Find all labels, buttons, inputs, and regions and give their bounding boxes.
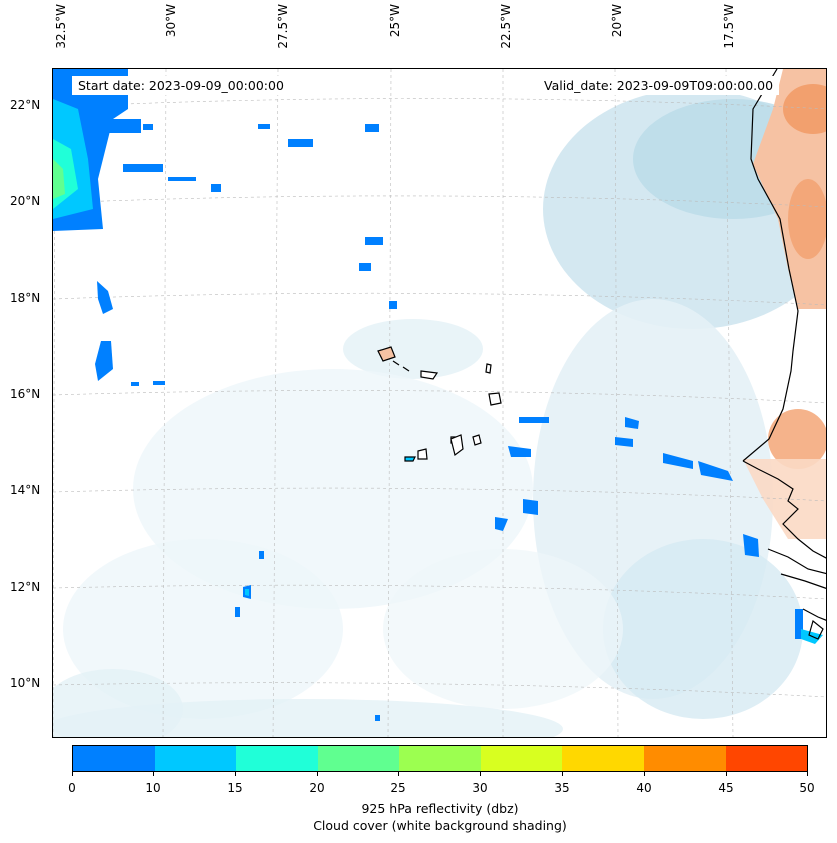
colorbar-sublabel: Cloud cover (white background shading)	[313, 818, 567, 833]
lat-label-10n: 10°N	[10, 676, 41, 690]
colorbar-tickmark	[644, 772, 645, 776]
colorbar-segment	[154, 746, 237, 771]
colorbar-tickmark	[72, 772, 73, 776]
lon-label-32-5w: 32.5°W	[54, 4, 68, 49]
colorbar-segment	[73, 746, 155, 771]
lon-label-22-5w: 22.5°W	[499, 4, 513, 49]
colorbar-tick-45: 45	[718, 781, 734, 795]
colorbar-segment	[562, 746, 644, 771]
colorbar-tick-50: 50	[799, 781, 815, 795]
lat-label-20n: 20°N	[10, 194, 41, 208]
colorbar-tick-40: 40	[636, 781, 652, 795]
lon-label-30w: 30°W	[164, 4, 178, 38]
colorbar-tickmark	[726, 772, 727, 776]
colorbar-tickmark	[807, 772, 808, 776]
colorbar-tick-15: 15	[227, 781, 243, 795]
map-canvas	[53, 69, 826, 737]
colorbar-segment	[236, 746, 318, 771]
lon-label-25w: 25°W	[388, 4, 402, 38]
colorbar-tickmark	[153, 772, 154, 776]
colorbar	[72, 745, 808, 772]
colorbar-tick-20: 20	[309, 781, 325, 795]
lat-label-16n: 16°N	[10, 387, 41, 401]
colorbar-label: 925 hPa reflectivity (dbz)	[361, 801, 519, 816]
coastline-layer	[377, 69, 826, 640]
start-date-label: Start date: 2023-09-09_00:00:00	[72, 76, 290, 95]
map-panel	[52, 68, 827, 738]
lon-label-20w: 20°W	[610, 4, 624, 38]
reflectivity-layer	[53, 69, 823, 721]
lat-label-12n: 12°N	[10, 580, 41, 594]
colorbar-tick-35: 35	[554, 781, 570, 795]
lon-label-17-5w: 17.5°W	[722, 4, 736, 49]
colorbar-tick-0: 0	[68, 781, 76, 795]
colorbar-tickmark	[317, 772, 318, 776]
colorbar-tickmark	[398, 772, 399, 776]
colorbar-segment	[317, 746, 400, 771]
lat-label-18n: 18°N	[10, 291, 41, 305]
colorbar-tick-10: 10	[145, 781, 161, 795]
colorbar-tick-25: 25	[390, 781, 406, 795]
colorbar-tickmark	[562, 772, 563, 776]
colorbar-segment	[480, 746, 563, 771]
lon-label-27-5w: 27.5°W	[276, 4, 290, 49]
lat-label-14n: 14°N	[10, 483, 41, 497]
colorbar-tickmark	[235, 772, 236, 776]
colorbar-tickmark	[480, 772, 481, 776]
valid-date-label: Valid_date: 2023-09-09T09:00:00.00	[538, 76, 780, 95]
colorbar-segment	[643, 746, 726, 771]
colorbar-tick-30: 30	[472, 781, 488, 795]
gridlines	[53, 69, 826, 737]
land-shading-layer	[743, 69, 826, 539]
colorbar-segment	[725, 746, 808, 771]
colorbar-segment	[399, 746, 481, 771]
cloud-cover-layer	[53, 89, 826, 737]
lat-label-22n: 22°N	[10, 98, 41, 112]
